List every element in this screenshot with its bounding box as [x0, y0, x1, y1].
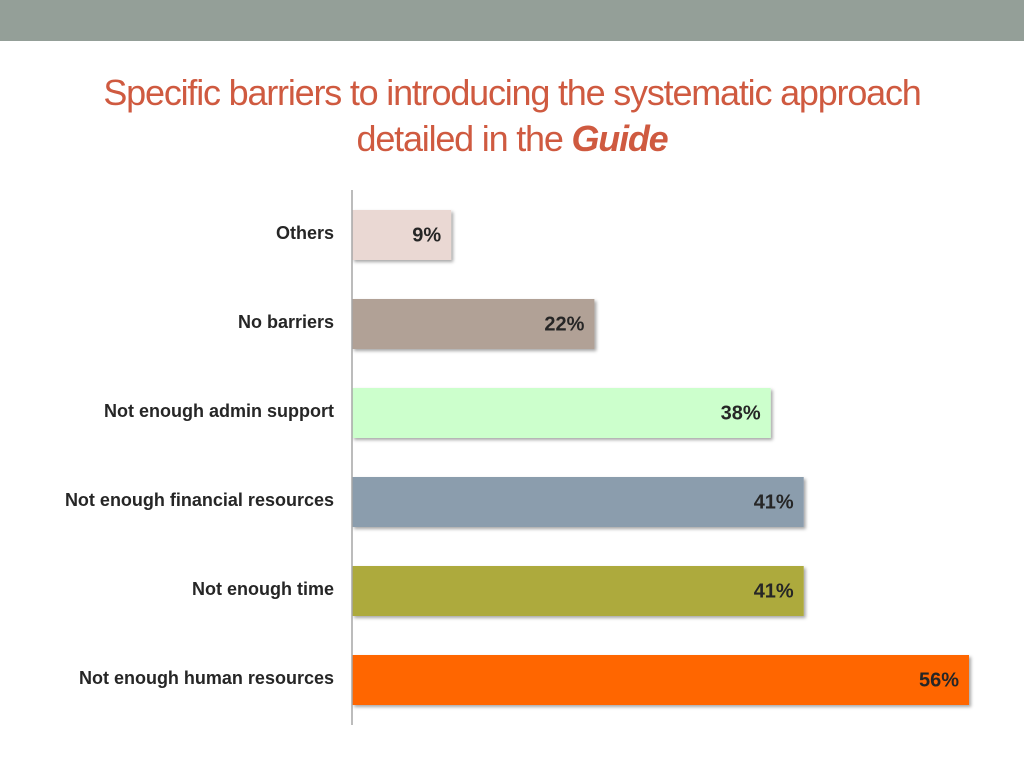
- bar: [352, 566, 804, 616]
- bar: [352, 388, 771, 438]
- bar-group: Others 9%: [276, 210, 452, 260]
- category-label: Not enough admin support: [104, 401, 334, 421]
- bar: [352, 299, 595, 349]
- bar: [352, 655, 969, 705]
- value-label: 22%: [544, 313, 584, 335]
- category-label: Not enough human resources: [79, 668, 334, 688]
- bar-group: Not enough admin support 38%: [104, 388, 771, 438]
- bar-group: Not enough time 41%: [192, 566, 804, 616]
- category-label: Not enough time: [192, 579, 334, 599]
- value-label: 41%: [754, 580, 794, 602]
- title-line-1: Specific barriers to introducing the sys…: [103, 72, 921, 113]
- title-line-2: detailed in the Guide: [40, 116, 984, 162]
- category-label: Not enough financial resources: [65, 490, 334, 510]
- header-band: [0, 0, 1024, 41]
- slide-title: Specific barriers to introducing the sys…: [40, 70, 984, 162]
- bar-group: Not enough financial resources 41%: [65, 477, 804, 527]
- bar-group: No barriers 22%: [238, 299, 595, 349]
- title-emphasis: Guide: [571, 118, 668, 159]
- bar: [352, 210, 452, 260]
- bar-chart: Others 9% No barriers 22% Not enough admin s…: [65, 190, 969, 725]
- title-line-2-prefix: detailed in the: [356, 118, 572, 159]
- value-label: 41%: [754, 491, 794, 513]
- bar: [352, 477, 804, 527]
- bar-group: Not enough human resources 56%: [79, 655, 969, 705]
- value-label: 56%: [919, 669, 959, 691]
- category-label: No barriers: [238, 312, 334, 332]
- value-label: 9%: [412, 224, 441, 246]
- category-label: Others: [276, 223, 334, 243]
- value-label: 38%: [721, 402, 761, 424]
